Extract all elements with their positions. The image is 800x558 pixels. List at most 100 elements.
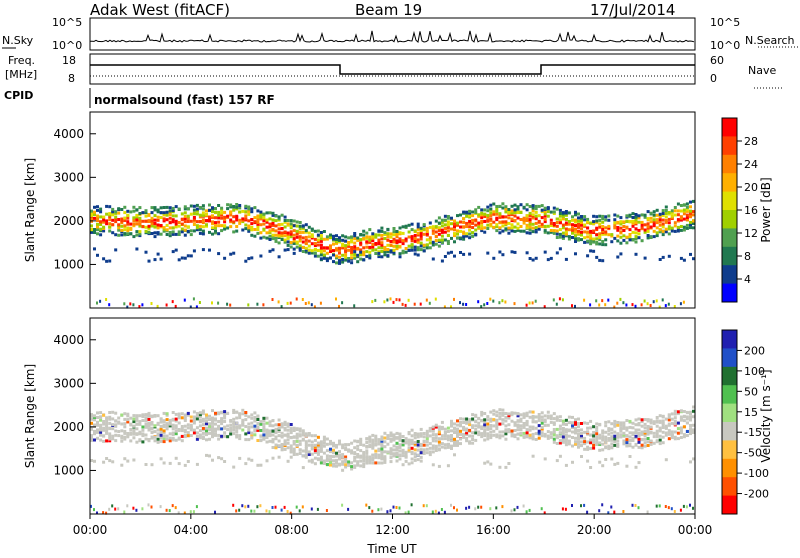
- echo-cell: [655, 221, 659, 225]
- echo-cell: [616, 239, 620, 243]
- echo-cell: [528, 222, 532, 226]
- echo-cell: [286, 438, 290, 442]
- echo-cell: [90, 434, 93, 438]
- echo-cell: [338, 261, 341, 265]
- echo-cell: [634, 465, 638, 469]
- echo-cell: [434, 449, 438, 452]
- echo-cell: [510, 223, 514, 227]
- echo-cell: [171, 209, 175, 212]
- echo-cell: [289, 235, 293, 239]
- echo-cell: [362, 253, 366, 257]
- echo-cell: [628, 442, 632, 446]
- echo-cell: [183, 214, 187, 218]
- echo-cell: [462, 217, 466, 221]
- echo-cell: [195, 209, 199, 213]
- echo-cell: [543, 305, 546, 309]
- echo-cell: [446, 426, 450, 430]
- echo-cell: [332, 462, 335, 466]
- echo-cell: [586, 254, 590, 258]
- echo-cell: [153, 424, 157, 428]
- echo-cell: [117, 434, 121, 438]
- echo-cell: [450, 236, 453, 240]
- echo-cell: [682, 203, 686, 207]
- echo-cell: [171, 438, 175, 442]
- echo-cell: [501, 253, 505, 257]
- echo-cell: [259, 231, 263, 235]
- echo-cell: [646, 222, 650, 226]
- echo-cell: [319, 243, 323, 247]
- echo-cell: [147, 417, 151, 421]
- echo-cell: [664, 458, 668, 462]
- echo-cell: [353, 439, 357, 443]
- echo-cell: [135, 222, 139, 226]
- echo-cell: [404, 440, 408, 444]
- echo-cell: [377, 233, 381, 237]
- echo-cell: [371, 453, 375, 457]
- echo-cell: [262, 235, 266, 239]
- echo-cell: [283, 423, 287, 427]
- echo-cell: [453, 437, 456, 441]
- echo-cell: [679, 431, 683, 435]
- echo-cell: [241, 418, 245, 422]
- echo-cell: [661, 229, 665, 233]
- echo-cell: [108, 229, 112, 233]
- echo-cell: [268, 231, 272, 235]
- echo-cell: [401, 239, 405, 243]
- echo-cell: [365, 455, 369, 459]
- echo-cell: [567, 439, 571, 443]
- echo-cell: [144, 425, 148, 429]
- echo-cell: [495, 209, 499, 213]
- echo-cell: [168, 221, 172, 225]
- echo-cell: [483, 420, 487, 424]
- echo-cell: [177, 221, 181, 224]
- echo-cell: [601, 448, 605, 452]
- echo-cell: [419, 455, 423, 459]
- echo-cell: [477, 213, 481, 217]
- echo-cell: [362, 237, 366, 241]
- echo-cell: [601, 214, 605, 218]
- echo-cell: [631, 431, 635, 435]
- echo-cell: [595, 299, 598, 303]
- echo-cell: [504, 227, 508, 231]
- echo-cell: [528, 218, 532, 222]
- echo-cell: [510, 209, 514, 213]
- echo-cell: [171, 214, 175, 218]
- echo-cell: [247, 205, 251, 209]
- echo-cell: [474, 210, 478, 214]
- echo-cell: [483, 215, 487, 218]
- echo-cell: [283, 439, 287, 443]
- echo-cell: [613, 437, 617, 441]
- echo-cell: [335, 240, 338, 244]
- echo-cell: [374, 437, 378, 441]
- echo-cell: [350, 461, 354, 465]
- echo-cell: [365, 459, 369, 463]
- echo-cell: [595, 438, 599, 442]
- echo-cell: [238, 204, 242, 207]
- echo-cell: [450, 250, 453, 254]
- echo-cell: [410, 228, 414, 232]
- echo-cell: [268, 510, 271, 514]
- echo-cell: [522, 221, 526, 225]
- echo-cell: [307, 443, 311, 447]
- echo-cell: [217, 224, 221, 228]
- echo-cell: [501, 434, 505, 438]
- echo-cell: [540, 427, 544, 431]
- echo-cell: [462, 235, 466, 239]
- echo-cell: [195, 417, 199, 421]
- echo-cell: [214, 417, 217, 421]
- echo-cell: [670, 229, 674, 233]
- echo-cell: [531, 258, 535, 262]
- echo-cell: [298, 427, 302, 431]
- echo-cell: [453, 228, 456, 232]
- echo-cell: [341, 503, 344, 507]
- echo-cell: [474, 413, 478, 417]
- echo-cell: [96, 205, 99, 209]
- echo-cell: [425, 246, 429, 250]
- echo-cell: [111, 427, 115, 431]
- echo-cell: [531, 432, 535, 436]
- echo-cell: [250, 225, 254, 229]
- echo-cell: [655, 424, 659, 428]
- echo-cell: [513, 429, 517, 432]
- echo-cell: [483, 303, 486, 307]
- echo-cell: [201, 204, 205, 208]
